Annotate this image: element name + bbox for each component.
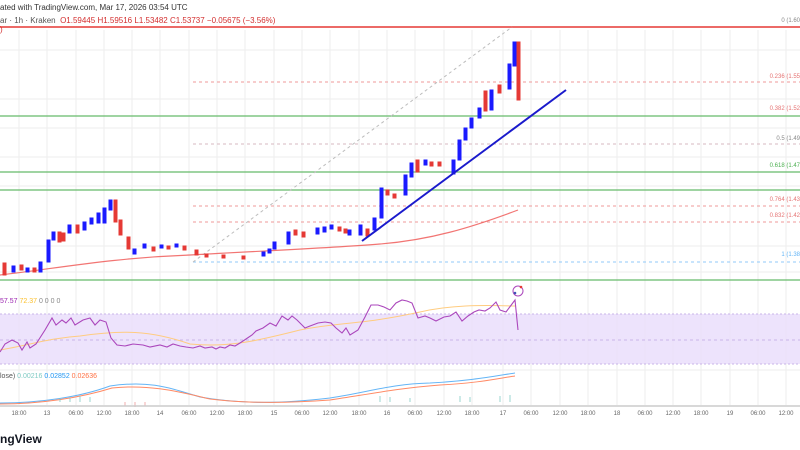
high-value: H1.59516 [97, 16, 133, 25]
x-tick: 06:00 [750, 411, 766, 417]
fib-label-0832: 0.832 (1.42 [769, 213, 800, 219]
x-tick: 18 [613, 411, 621, 417]
x-tick: 12:00 [552, 411, 568, 417]
support-lines [0, 115, 800, 281]
x-tick: 18:00 [693, 411, 709, 417]
macd-signal-value: 0.02636 [71, 373, 97, 380]
fib-label-0764: 0.764 (1.43 [769, 197, 800, 203]
interval: 1h [14, 16, 24, 25]
x-tick: 15 [270, 411, 278, 417]
rsi-ma-value: 72.37 [19, 298, 38, 305]
macd-value: 0.02852 [44, 373, 70, 380]
price-chart[interactable] [0, 0, 800, 410]
fib-label-0382: 0.382 (1.52 [769, 106, 800, 112]
x-tick: 12:00 [96, 411, 112, 417]
macd-signal-line [0, 375, 516, 405]
x-tick: 18:00 [11, 411, 27, 417]
symbol: ar [0, 16, 8, 25]
moving-average-line [0, 209, 519, 276]
x-tick: 06:00 [294, 411, 310, 417]
x-tick: 12:00 [665, 411, 681, 417]
x-tick: 06:00 [523, 411, 539, 417]
fib-label-05: 0.5 (1.49 [776, 136, 800, 142]
fib-lines [193, 81, 800, 263]
low-value: L1.53482 [134, 16, 168, 25]
close-value: C1.53737 [169, 16, 205, 25]
x-tick: 19 [726, 411, 734, 417]
fib-diagonal [192, 26, 513, 263]
macd-label: lose) [0, 373, 16, 380]
x-tick: 18:00 [351, 411, 367, 417]
open-value: O1.59445 [60, 16, 96, 25]
alert-icon[interactable] [512, 285, 524, 297]
ohlc-legend: ar · 1h · Kraken O1.59445 H1.59516 L1.53… [0, 16, 276, 25]
x-tick: 06:00 [637, 411, 653, 417]
rsi-ma-line [0, 305, 516, 351]
x-tick: 06:00 [181, 411, 197, 417]
x-tick: 06:00 [68, 411, 84, 417]
legend-stub: ) [0, 25, 3, 34]
tradingview-logo: ngView [0, 432, 42, 446]
rsi-band [0, 314, 800, 364]
fib-label-0618: 0.618 (1.47 [769, 163, 800, 169]
x-tick: 18:00 [124, 411, 140, 417]
x-tick: 18:00 [464, 411, 480, 417]
change-value: −0.05675 (−3.56%) [206, 16, 276, 25]
chart-caption: ated with TradingView.com, Mar 17, 2026 … [0, 3, 188, 12]
rsi-line [0, 298, 519, 353]
x-tick: 14 [156, 411, 164, 417]
x-tick: 12:00 [436, 411, 452, 417]
fib-label-1: 1 (1.38 [781, 252, 800, 258]
macd-legend: lose) 0.00216 0.02852 0.02636 [0, 373, 97, 380]
rsi-legend: 57.57 72.37 0 0 0 0 [0, 298, 60, 305]
rsi-value: 57.57 [0, 298, 18, 305]
x-tick: 16 [383, 411, 391, 417]
x-tick: 13 [43, 411, 51, 417]
bullish-trendline [361, 89, 567, 242]
exchange: Kraken [30, 16, 56, 25]
x-tick: 06:00 [407, 411, 423, 417]
x-tick: 12:00 [322, 411, 338, 417]
macd-hist-value: 0.00216 [17, 373, 43, 380]
time-axis[interactable]: 18:00 13 06:00 12:00 18:00 14 06:00 12:0… [0, 408, 800, 422]
rsi-extra: 0 0 0 0 [38, 298, 61, 305]
fib-label-0: 0 (1.60 [781, 18, 800, 24]
x-tick: 12:00 [778, 411, 794, 417]
macd-histogram [59, 395, 511, 402]
candles [2, 41, 521, 276]
x-tick: 18:00 [237, 411, 253, 417]
fib-label-0236: 0.236 (1.55 [769, 74, 800, 80]
x-tick: 17 [499, 411, 507, 417]
x-tick: 12:00 [209, 411, 225, 417]
x-tick: 18:00 [580, 411, 596, 417]
